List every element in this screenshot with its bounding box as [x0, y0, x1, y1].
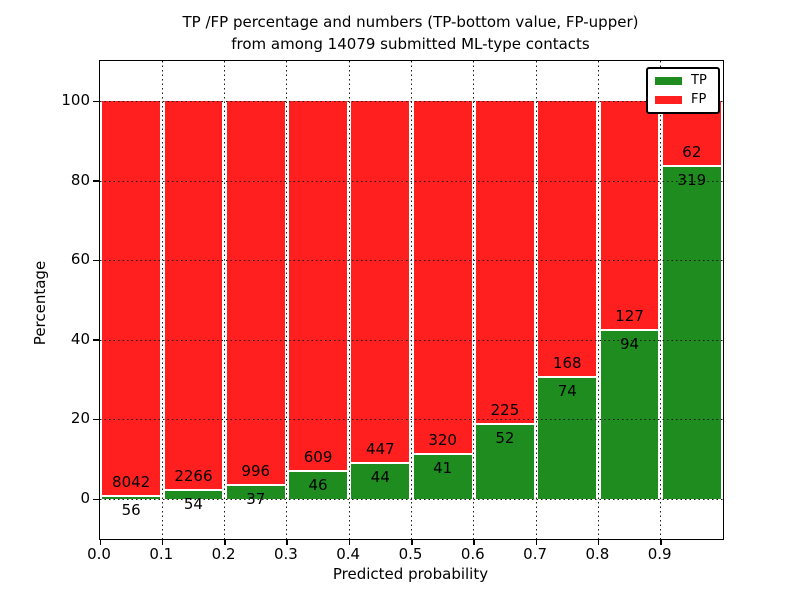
tp-bar-segment: [102, 497, 161, 499]
fp-count-label: 996: [241, 461, 271, 480]
y-tick-label: 60: [70, 250, 90, 269]
tp-bar-segment: [289, 472, 347, 499]
x-tick-mark: [99, 539, 101, 545]
fp-bar-segment: [538, 101, 597, 377]
legend: TP FP: [646, 67, 720, 114]
fp-count-label: 320: [428, 430, 457, 449]
plot-area: TP FP 8042 56 2266 54 996 37 609 46 447 44 320 41 22…: [93, 60, 724, 545]
y-tick-label: 20: [70, 409, 90, 428]
tp-bar-segment: [662, 166, 721, 499]
tp-count-label: 56: [121, 501, 141, 520]
tp-count-label: 94: [620, 334, 640, 353]
y-tick-label: 0: [80, 489, 90, 507]
tp-bar-segment: [226, 485, 285, 499]
vertical-gridline: [348, 61, 350, 539]
vertical-gridline: [411, 61, 412, 539]
x-tick-mark: [535, 539, 538, 545]
vertical-gridline: [224, 61, 226, 539]
y-tick-mark: [93, 339, 100, 341]
tp-bar-segment: [476, 425, 534, 499]
fp-count-label: 609: [303, 448, 333, 467]
chart-title-line2: from among 14079 submitted ML-type conta…: [231, 35, 590, 53]
chart-title: TP /FP percentage and numbers (TP-bottom…: [99, 11, 722, 55]
tp-bar-segment: [351, 464, 410, 499]
fp-bar-segment: [164, 101, 223, 489]
legend-item-tp: TP: [655, 74, 711, 87]
x-tick-label: 0.5: [398, 545, 423, 563]
fp-legend-swatch: [655, 95, 682, 104]
tp-count-label: 37: [246, 489, 266, 508]
tp-legend-swatch: [655, 76, 682, 85]
tp-bar-segment: [164, 490, 223, 499]
fp-count-label: 225: [490, 401, 520, 420]
x-tick-mark: [348, 539, 351, 545]
x-tick-mark: [597, 539, 600, 545]
x-tick-mark: [473, 539, 475, 545]
y-tick-mark: [93, 259, 100, 262]
x-tick-mark: [411, 539, 413, 545]
y-tick-mark: [93, 180, 100, 182]
tp-bar-segment: [413, 454, 472, 499]
y-tick-label: 80: [70, 170, 90, 189]
tp-count-label: 54: [183, 494, 203, 513]
tp-count-label: 74: [557, 382, 577, 401]
vertical-gridline: [473, 61, 475, 539]
fp-bar-segment: [289, 101, 347, 471]
fp-legend-label: FP: [691, 92, 707, 107]
tp-count-label: 319: [677, 170, 707, 189]
x-tick-mark: [660, 539, 662, 545]
vertical-gridline: [161, 61, 163, 539]
legend-item-fp: FP: [655, 93, 711, 106]
x-tick-mark: [286, 539, 288, 545]
fp-count-label: 2266: [174, 466, 213, 485]
tp-count-label: 52: [495, 429, 515, 448]
fp-bar-segment: [600, 101, 659, 329]
fp-count-label: 447: [366, 440, 395, 459]
x-tick-label: 0.1: [149, 545, 174, 563]
y-tick-mark: [93, 498, 100, 500]
x-tick-label: 0.2: [211, 545, 236, 563]
fp-bar-segment: [351, 101, 410, 463]
y-tick-label: 40: [70, 329, 90, 348]
x-tick-label: 0.6: [460, 545, 485, 563]
fp-count-label: 62: [682, 142, 702, 161]
tp-count-label: 41: [433, 458, 453, 477]
y-tick-label: 100: [61, 91, 90, 109]
fp-bar-segment: [226, 101, 285, 484]
tp-count-label: 46: [308, 475, 328, 494]
x-axis-title: Predicted probability: [332, 565, 489, 583]
y-tick-mark: [93, 418, 100, 421]
y-tick-mark: [93, 100, 100, 102]
vertical-gridline: [597, 61, 599, 539]
x-tick-label: 0.0: [87, 545, 111, 563]
fp-bar-segment: [476, 101, 534, 424]
x-tick-label: 0.7: [523, 545, 548, 563]
fp-count-label: 8042: [112, 473, 151, 492]
x-tick-label: 0.8: [585, 545, 610, 563]
fp-count-label: 168: [552, 354, 582, 373]
x-tick-mark: [161, 539, 164, 545]
tp-count-label: 44: [370, 468, 390, 487]
fp-bar-segment: [102, 101, 161, 496]
x-tick-label: 0.9: [647, 545, 672, 563]
x-tick-mark: [224, 539, 226, 545]
fp-bar-segment: [413, 101, 472, 453]
vertical-gridline: [535, 61, 537, 539]
tp-bar-segment: [600, 330, 659, 499]
chart-title-line1: TP /FP percentage and numbers (TP-bottom…: [182, 13, 639, 31]
x-tick-label: 0.3: [273, 545, 298, 563]
vertical-gridline: [286, 61, 288, 539]
tp-legend-label: TP: [691, 73, 707, 88]
fp-count-label: 127: [615, 306, 644, 325]
tp-bar-segment: [538, 378, 597, 499]
x-tick-label: 0.4: [336, 545, 361, 563]
vertical-gridline: [660, 61, 662, 539]
